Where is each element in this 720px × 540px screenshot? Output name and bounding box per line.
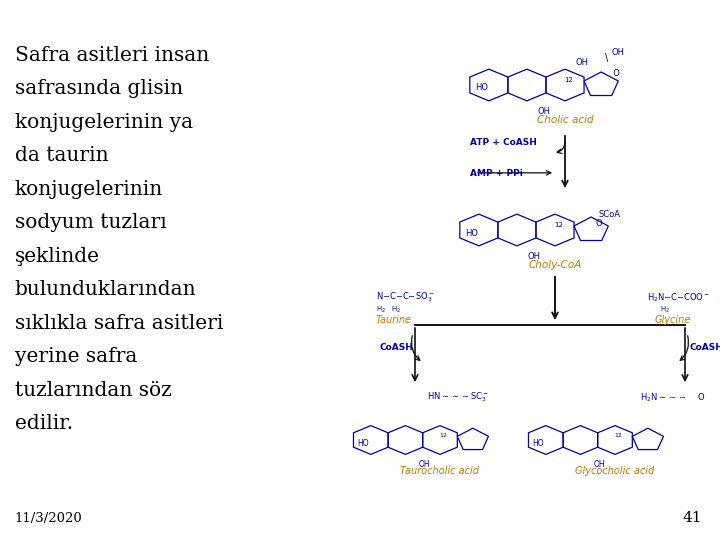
Text: O: O: [697, 393, 703, 402]
Text: ATP + CoASH: ATP + CoASH: [470, 138, 537, 147]
Text: 12: 12: [554, 222, 563, 228]
Text: konjugelerinin ya: konjugelerinin ya: [14, 113, 193, 132]
Text: CoASH: CoASH: [690, 343, 720, 352]
Text: 12: 12: [439, 433, 447, 438]
Text: O: O: [595, 219, 602, 227]
Text: \: \: [605, 53, 608, 63]
Text: OH: OH: [611, 48, 624, 57]
Text: Glycine: Glycine: [655, 315, 691, 325]
Text: konjugelerinin: konjugelerinin: [14, 180, 163, 199]
Text: da taurin: da taurin: [14, 146, 108, 165]
Text: N$-$C$-$C$-$SO$_3^-$: N$-$C$-$C$-$SO$_3^-$: [376, 291, 434, 305]
Text: O: O: [608, 69, 620, 78]
Text: Safra asitleri insan: Safra asitleri insan: [14, 46, 209, 65]
Text: OH: OH: [594, 461, 606, 469]
Text: şeklinde: şeklinde: [14, 247, 99, 266]
Text: 41: 41: [683, 511, 702, 525]
Text: bulunduklarından: bulunduklarından: [14, 280, 197, 299]
Text: Glycocholic acid: Glycocholic acid: [575, 467, 654, 476]
Text: Taurocholic acid: Taurocholic acid: [400, 467, 480, 476]
Text: 11/3/2020: 11/3/2020: [14, 512, 82, 525]
Text: HO: HO: [465, 228, 478, 238]
Text: Cholic acid: Cholic acid: [536, 115, 593, 125]
Text: HO: HO: [532, 438, 544, 448]
Text: edilir.: edilir.: [14, 414, 73, 433]
Text: H$_2$: H$_2$: [660, 305, 670, 315]
Text: OH: OH: [419, 461, 431, 469]
Text: yerine safra: yerine safra: [14, 347, 137, 366]
Text: sıklıkla safra asitleri: sıklıkla safra asitleri: [14, 314, 223, 333]
Text: HO: HO: [475, 84, 488, 92]
Text: OH: OH: [538, 107, 551, 116]
Text: HN$\sim\sim\sim$SC$_3^-$: HN$\sim\sim\sim$SC$_3^-$: [427, 391, 489, 404]
Text: H$_2$   H$_2$: H$_2$ H$_2$: [376, 305, 401, 315]
Text: H$_2$N$\sim\sim\sim$: H$_2$N$\sim\sim\sim$: [640, 391, 687, 403]
Text: OH: OH: [576, 58, 589, 67]
Text: Choly-CoA: Choly-CoA: [528, 260, 582, 270]
Text: SCoA: SCoA: [598, 210, 620, 219]
Text: OH: OH: [528, 252, 541, 261]
Text: H$_2$N$-$C$-$COO$^-$: H$_2$N$-$C$-$COO$^-$: [647, 291, 710, 303]
Text: AMP + PPi: AMP + PPi: [470, 169, 523, 178]
Text: 12: 12: [564, 77, 573, 83]
Text: safrasında glisin: safrasında glisin: [14, 79, 183, 98]
Text: sodyum tuzları: sodyum tuzları: [14, 213, 166, 232]
Text: tuzlarından söz: tuzlarından söz: [14, 381, 171, 400]
Text: Taurine: Taurine: [376, 315, 412, 325]
Text: 12: 12: [614, 433, 622, 438]
Text: HO: HO: [357, 438, 369, 448]
Text: CoASH: CoASH: [380, 343, 414, 352]
